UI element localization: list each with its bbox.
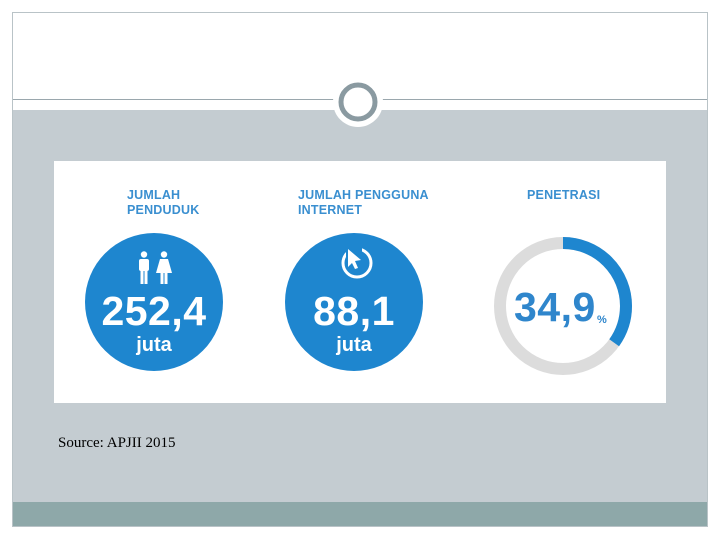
population-unit: juta bbox=[136, 334, 172, 356]
population-value: 252,4 bbox=[101, 288, 207, 334]
gauge-fill-arc bbox=[494, 237, 632, 375]
penetration-value: 34,9 bbox=[514, 284, 596, 330]
internet-users-title-line1: JUMLAH PENGGUNA bbox=[298, 188, 429, 202]
population-title-line2: PENDUDUK bbox=[127, 203, 200, 217]
population-title-line1: JUMLAH bbox=[127, 188, 181, 202]
footer-bar bbox=[13, 502, 707, 526]
male-female-icon bbox=[139, 251, 172, 284]
internet-stats-infographic: JUMLAH PENDUDUK 252,4 juta JUMLAH PENGGU… bbox=[54, 161, 666, 403]
internet-users-circle: 88,1 juta bbox=[285, 233, 423, 371]
slide-frame bbox=[12, 12, 708, 527]
population-circle: 252,4 juta bbox=[85, 233, 223, 371]
internet-users-unit: juta bbox=[336, 334, 372, 356]
internet-users-value: 88,1 bbox=[313, 288, 395, 334]
source-caption: Source: APJII 2015 bbox=[58, 435, 176, 451]
penetration-gauge: 34,9 % bbox=[492, 235, 634, 382]
population-title: JUMLAH PENDUDUK bbox=[127, 188, 199, 218]
penetration-unit: % bbox=[597, 314, 607, 326]
ring-ornament-icon bbox=[333, 77, 383, 127]
cursor-arrow-icon bbox=[341, 247, 373, 279]
penetration-title: PENETRASI bbox=[527, 188, 601, 202]
internet-users-title-line2: INTERNET bbox=[298, 203, 363, 217]
internet-users-title: JUMLAH PENGGUNA INTERNET bbox=[298, 188, 429, 218]
